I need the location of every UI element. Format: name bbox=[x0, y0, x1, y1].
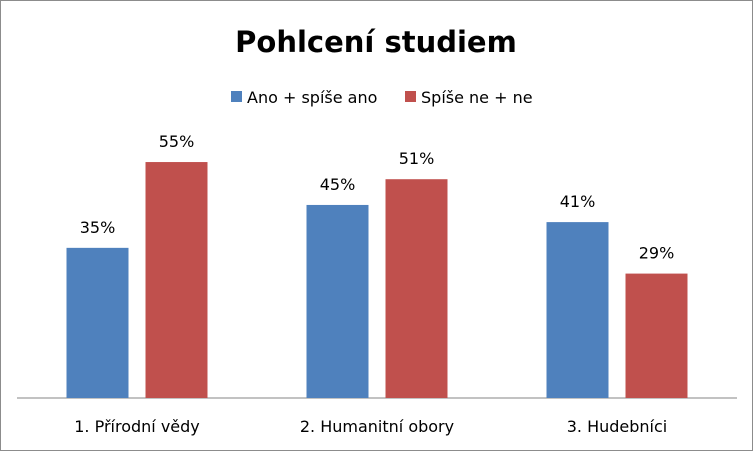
bar-ano-3 bbox=[546, 222, 609, 398]
data-label-ano-3: 41% bbox=[560, 192, 596, 211]
legend-swatch-ano bbox=[231, 91, 242, 102]
data-label-ne-2: 51% bbox=[399, 149, 435, 168]
bar-ne-2 bbox=[385, 179, 448, 398]
legend: Ano + spíše ano Spíše ne + ne bbox=[231, 88, 533, 107]
chart-title: Pohlcení studiem bbox=[235, 25, 517, 59]
data-label-ano-1: 35% bbox=[80, 218, 116, 237]
data-label-ne-1: 55% bbox=[159, 132, 195, 151]
legend-label-ne: Spíše ne + ne bbox=[421, 88, 533, 107]
legend-label-ano: Ano + spíše ano bbox=[247, 88, 377, 107]
bar-ano-1 bbox=[66, 247, 129, 398]
x-tick-labels-group: 1. Přírodní vědy 2. Humanitní obory 3. Hud… bbox=[74, 417, 667, 436]
bar-ne-1 bbox=[145, 162, 208, 398]
data-label-ne-3: 29% bbox=[639, 244, 675, 263]
bars-group bbox=[66, 162, 688, 398]
bar-ne-3 bbox=[625, 273, 688, 398]
legend-swatch-ne bbox=[405, 91, 416, 102]
x-tick-label-1: 1. Přírodní vědy bbox=[74, 417, 200, 436]
x-tick-label-3: 3. Hudebníci bbox=[567, 417, 668, 436]
data-label-ano-2: 45% bbox=[320, 175, 356, 194]
x-tick-label-2: 2. Humanitní obory bbox=[300, 417, 454, 436]
data-labels-group: 35% 55% 45% 51% 41% 29% bbox=[80, 132, 675, 263]
bar-ano-2 bbox=[306, 204, 369, 398]
